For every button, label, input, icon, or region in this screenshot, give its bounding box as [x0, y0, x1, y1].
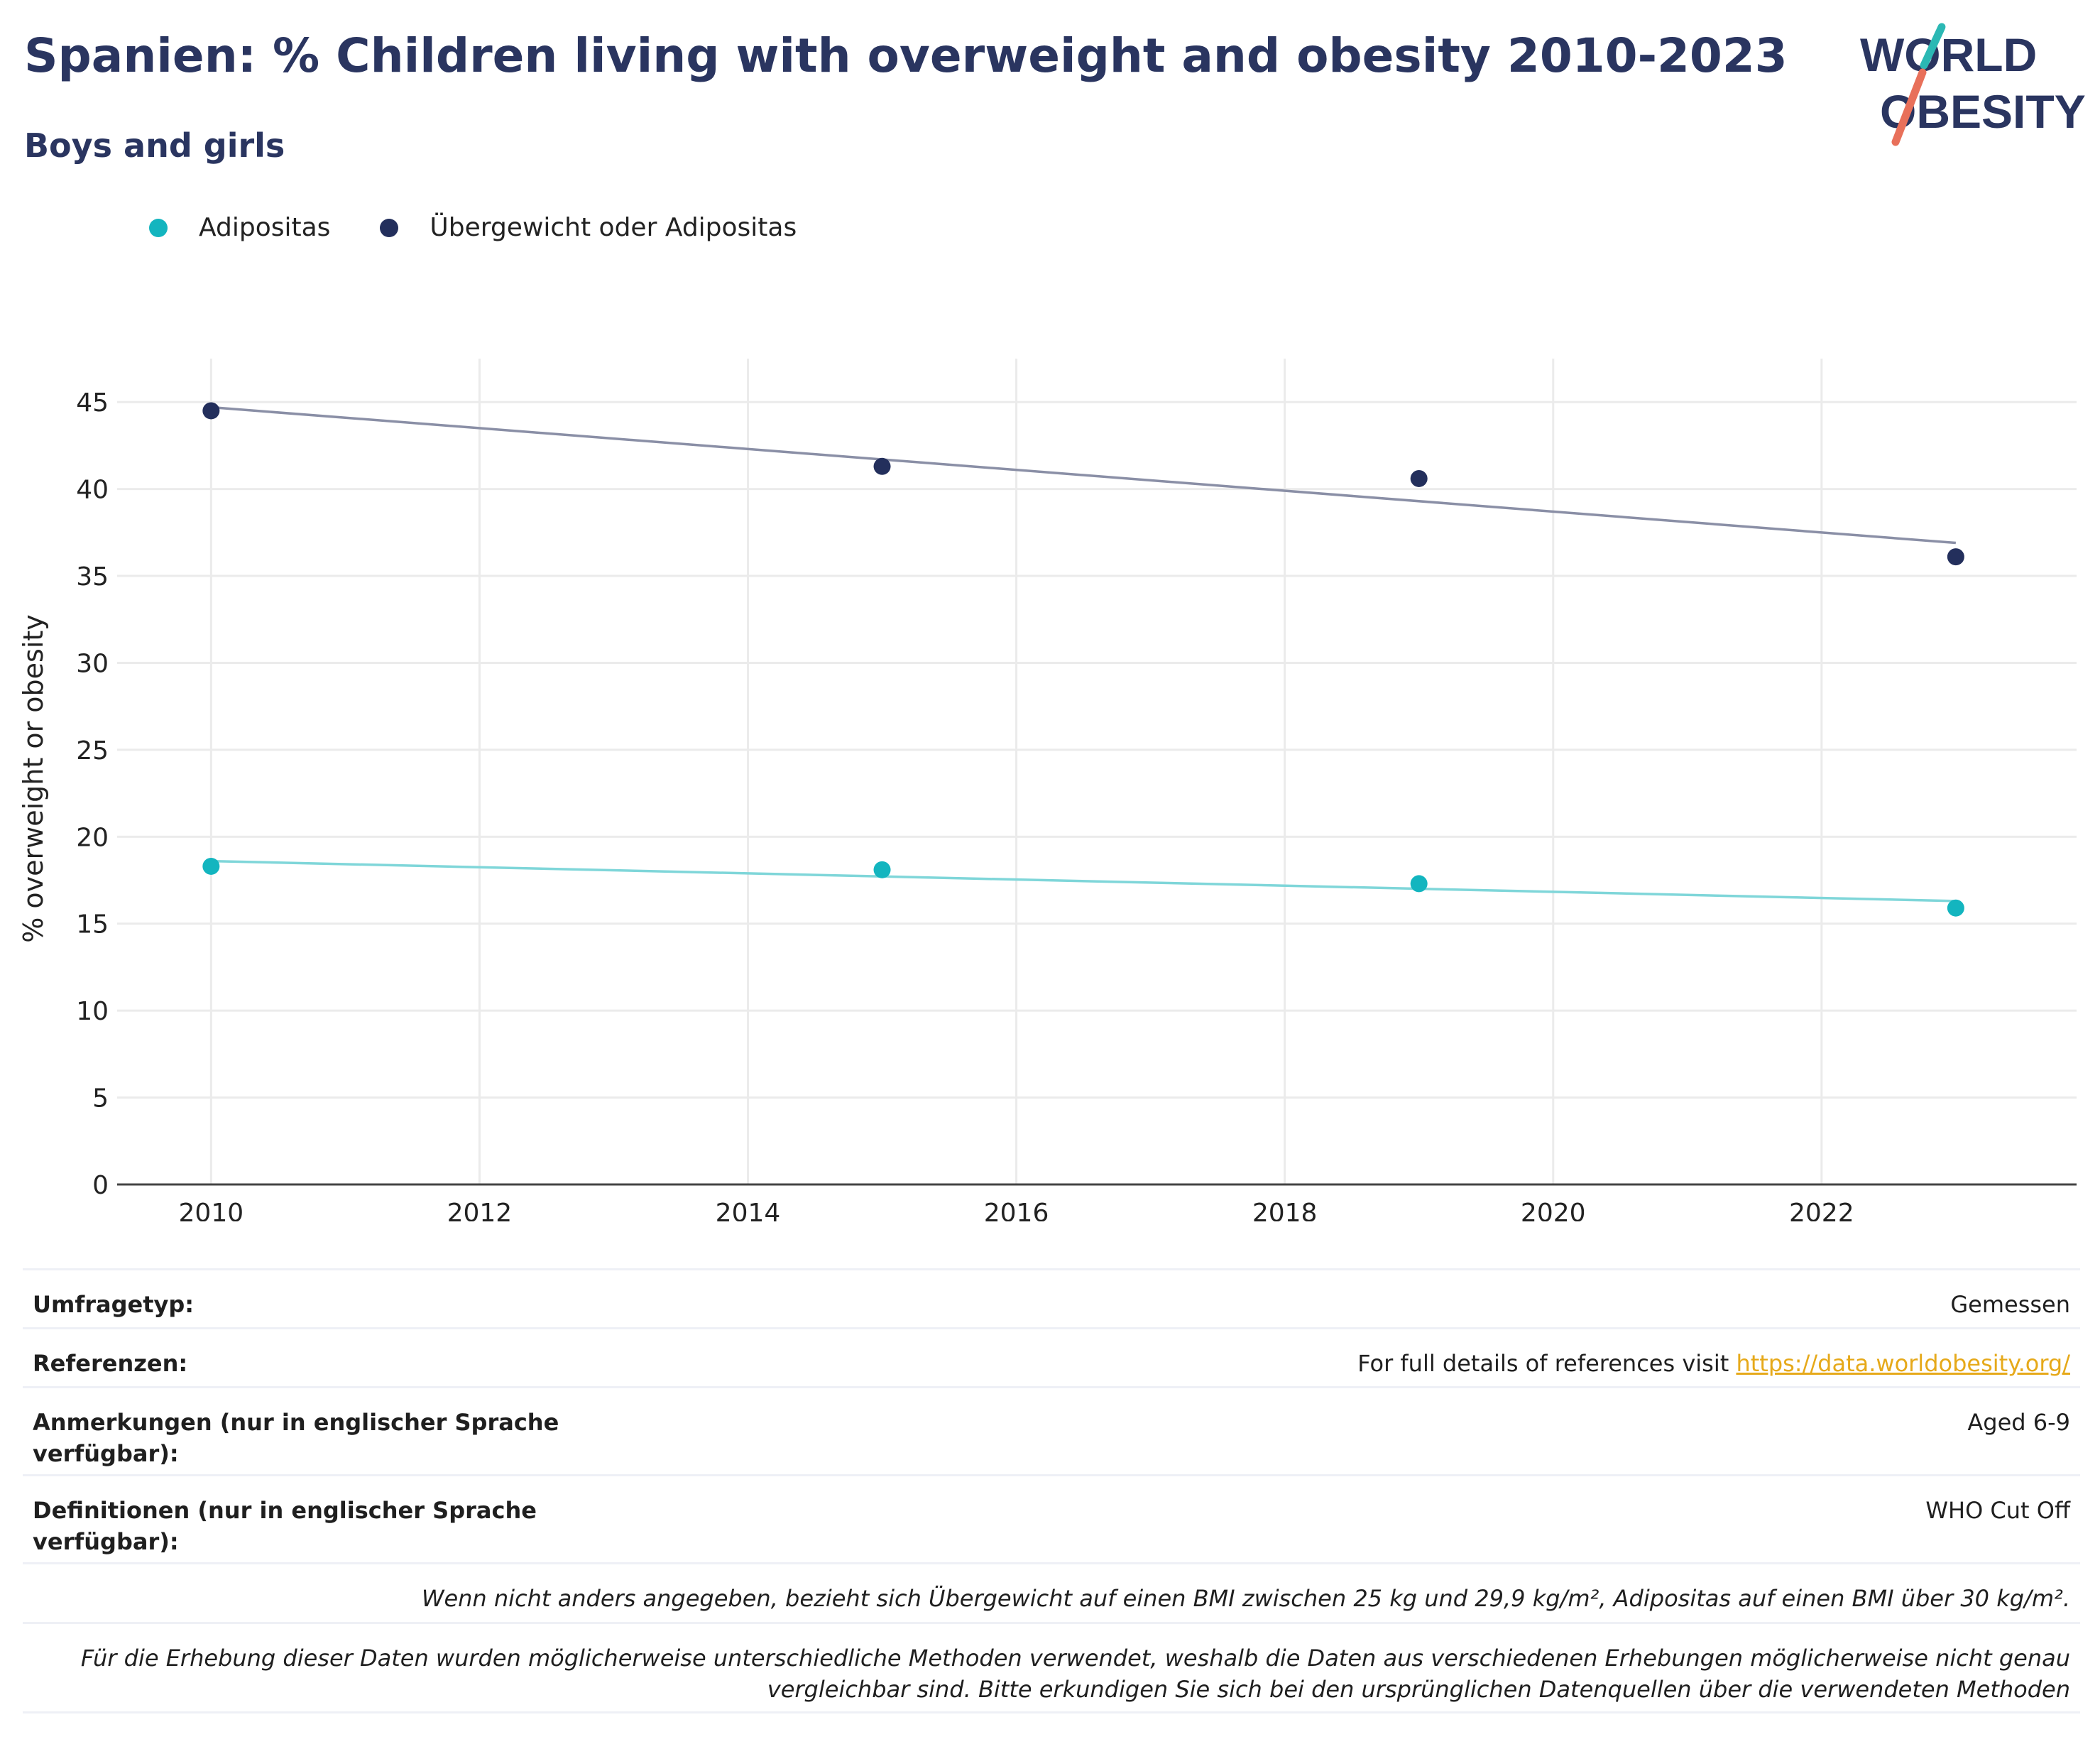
- legend-item-adipositas[interactable]: Adipositas: [149, 213, 330, 242]
- info-row-notes: Anmerkungen (nur in englischer Sprache v…: [23, 1386, 2080, 1474]
- trend-line-1: [211, 405, 1956, 545]
- references-text: For full details of references visit: [1357, 1350, 1737, 1377]
- definitions-label: Definitionen (nur in englischer Sprache …: [33, 1497, 537, 1555]
- notes-label: Anmerkungen (nur in englischer Sprache v…: [33, 1409, 559, 1467]
- data-point: [1947, 899, 1964, 917]
- info-table: Umfragetyp: Gemessen Referenzen: For ful…: [23, 1268, 2080, 1713]
- logo-red-slash: [1891, 68, 1927, 146]
- data-point: [202, 402, 220, 420]
- x-tick-label: 2020: [1521, 1199, 1586, 1221]
- trend-lines: [211, 405, 1956, 903]
- data-point: [1410, 875, 1428, 893]
- data-point: [873, 457, 891, 475]
- x-tick-label: 2016: [984, 1199, 1049, 1221]
- page-subtitle: Boys and girls: [24, 126, 285, 165]
- y-tick-label: 35: [76, 562, 109, 592]
- x-tick-label: 2012: [447, 1199, 513, 1221]
- legend-item-overweight[interactable]: Übergewicht oder Adipositas: [380, 213, 797, 242]
- x-tick-label: 2014: [716, 1199, 781, 1221]
- legend-label-adipositas: Adipositas: [199, 213, 331, 242]
- references-link[interactable]: https://data.worldobesity.org/: [1736, 1350, 2070, 1377]
- logo-teal-slash: [1920, 23, 1946, 70]
- y-tick-label: 15: [76, 910, 109, 939]
- note-bmi-definition: Wenn nicht anders angegeben, bezieht sic…: [23, 1562, 2080, 1622]
- info-bottom-rule: [23, 1711, 2080, 1713]
- info-row-references: Referenzen: For full details of referenc…: [23, 1327, 2080, 1386]
- data-point: [1410, 469, 1428, 487]
- world-obesity-logo: WORLD OBESITY: [1860, 23, 2086, 146]
- trend-line-0: [211, 859, 1956, 903]
- definitions-value: WHO Cut Off: [1925, 1497, 2070, 1524]
- y-tick-label: 25: [76, 736, 109, 765]
- y-tick-label: 45: [76, 388, 109, 418]
- notes-value: Aged 6-9: [1967, 1409, 2070, 1436]
- chart-axes: 0 5 10 15 20 25 30 35 40 45 2010 2012 2014 2016 2018 20…: [76, 388, 2077, 1221]
- x-tick-label: 2022: [1789, 1199, 1854, 1221]
- x-tick-label: 2018: [1252, 1199, 1318, 1221]
- data-point: [202, 857, 220, 875]
- references-label: Referenzen:: [33, 1350, 188, 1377]
- note-methods: Für die Erhebung dieser Daten wurden mög…: [23, 1622, 2080, 1711]
- logo-line1: WORLD: [1860, 28, 2037, 81]
- data-points: [202, 402, 1964, 917]
- page-title: Spanien: % Children living with overweig…: [24, 28, 1788, 83]
- survey-type-value: Gemessen: [1950, 1291, 2070, 1318]
- y-tick-label: 20: [76, 823, 109, 852]
- chart-grid: [117, 359, 2077, 1184]
- y-tick-label: 10: [76, 997, 109, 1026]
- y-axis-label: % overweight or obesity: [18, 614, 49, 943]
- chart-legend: Adipositas Übergewicht oder Adipositas: [149, 213, 846, 242]
- scatter-chart: 0 5 10 15 20 25 30 35 40 45 2010 2012 2014 2016 2018 20…: [18, 359, 2077, 1221]
- y-tick-label: 5: [92, 1084, 109, 1113]
- legend-dot-adipositas: [149, 218, 168, 237]
- references-value: For full details of references visit htt…: [1357, 1348, 2070, 1379]
- data-point: [873, 861, 891, 878]
- info-row-survey: Umfragetyp: Gemessen: [23, 1268, 2080, 1327]
- y-tick-label: 40: [76, 476, 109, 505]
- legend-label-overweight: Übergewicht oder Adipositas: [430, 213, 797, 242]
- survey-type-label: Umfragetyp:: [33, 1291, 195, 1318]
- legend-dot-overweight: [380, 218, 399, 237]
- y-tick-label: 30: [76, 649, 109, 678]
- y-tick-label: 0: [92, 1171, 109, 1200]
- info-row-definitions: Definitionen (nur in englischer Sprache …: [23, 1474, 2080, 1562]
- data-point: [1947, 548, 1964, 566]
- x-tick-label: 2010: [179, 1199, 244, 1221]
